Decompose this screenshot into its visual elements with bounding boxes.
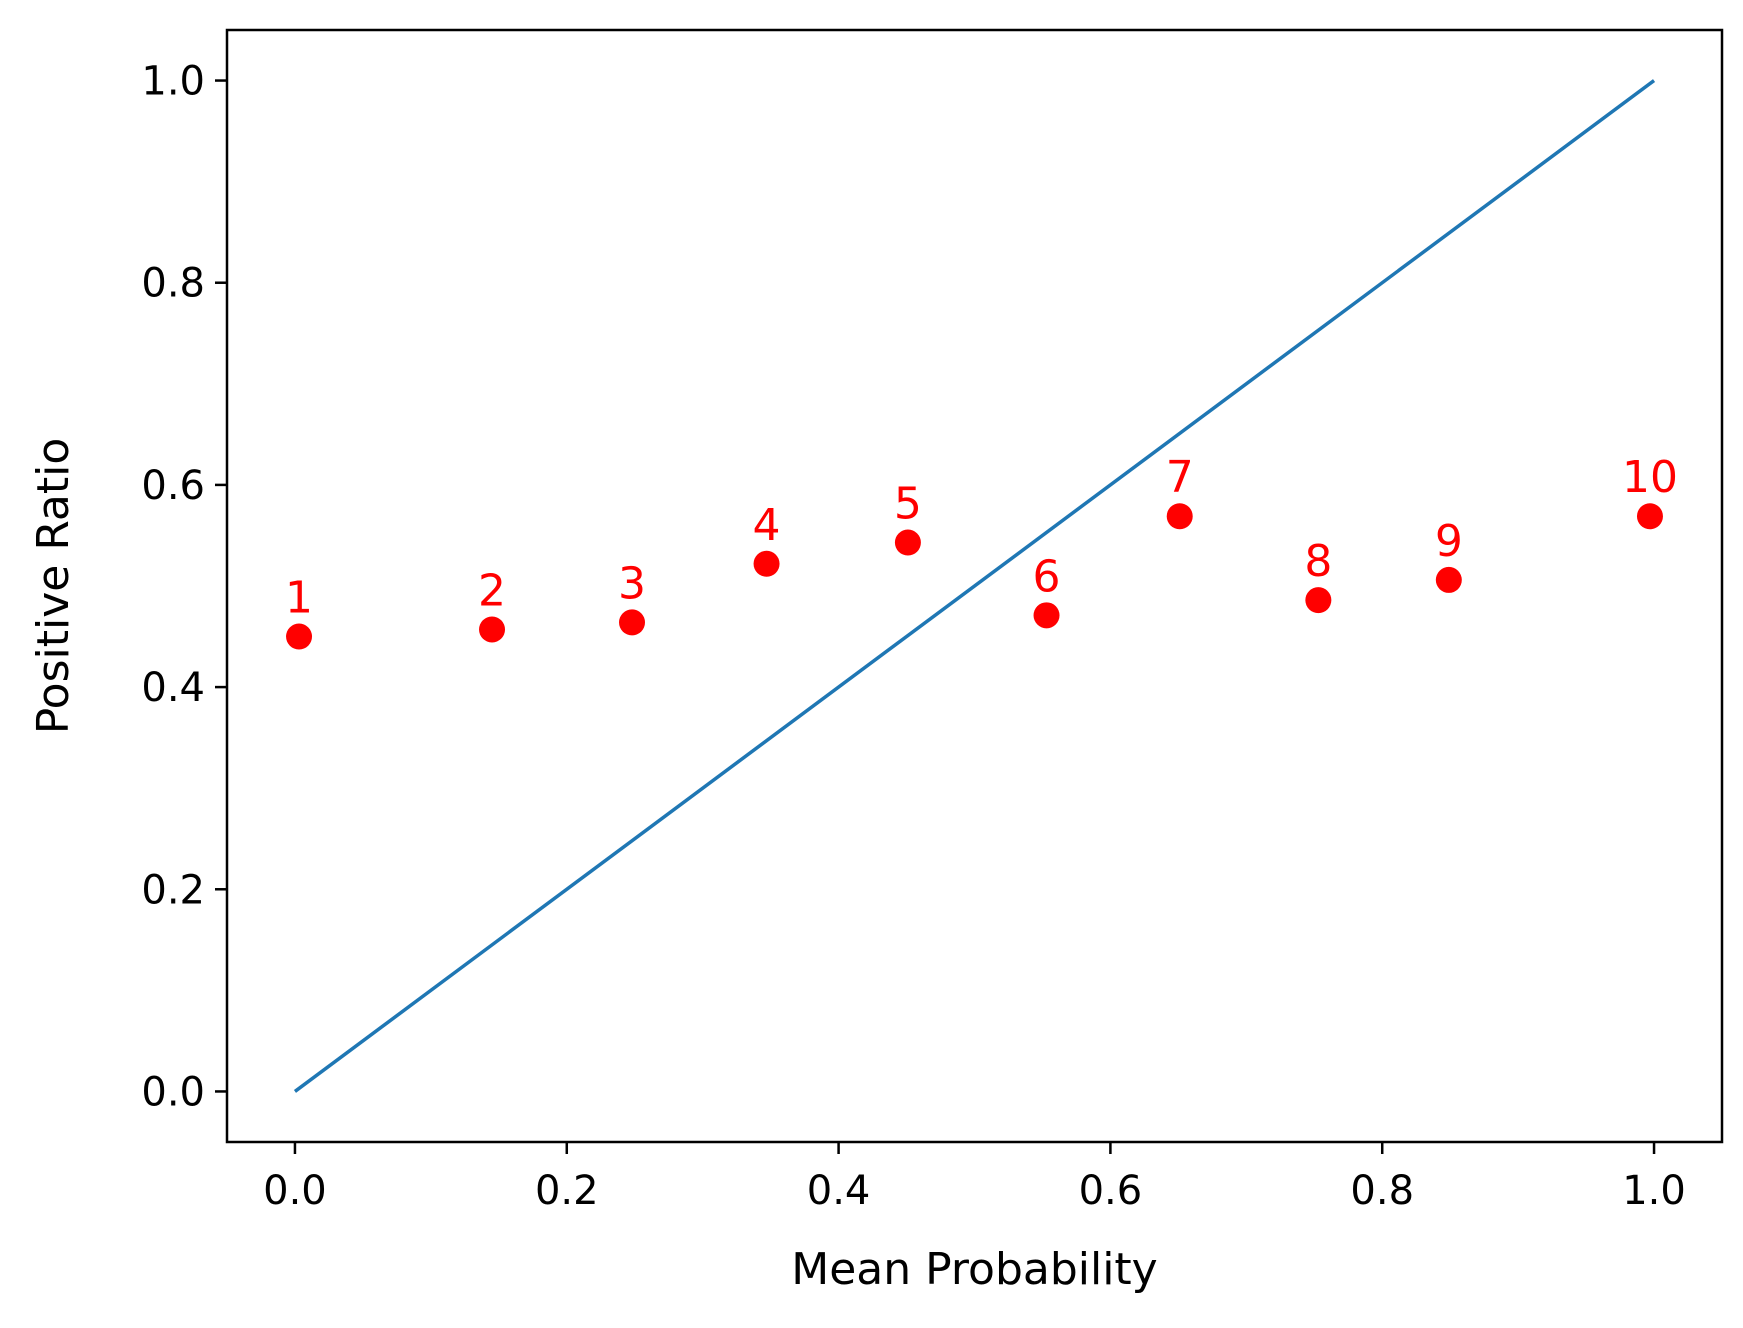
- x-axis-title: Mean Probability: [791, 1244, 1157, 1295]
- data-point-1: [286, 623, 313, 650]
- data-point-3: [619, 609, 646, 636]
- data-point-10: [1636, 503, 1663, 530]
- data-point-label-9: 9: [1435, 516, 1463, 567]
- y-tick-label: 1.0: [141, 59, 205, 105]
- data-point-4: [753, 550, 780, 577]
- x-tick-label: 0.6: [1079, 1168, 1143, 1214]
- data-point-label-4: 4: [753, 500, 781, 551]
- data-point-6: [1033, 602, 1060, 629]
- y-axis-title: Positive Ratio: [28, 438, 79, 735]
- data-point-label-2: 2: [478, 565, 506, 616]
- data-point-label-6: 6: [1033, 551, 1061, 602]
- x-tick-label: 0.4: [807, 1168, 871, 1214]
- y-tick-label: 0.6: [141, 463, 205, 509]
- y-tick-label: 0.0: [141, 1069, 205, 1115]
- data-point-7: [1166, 503, 1193, 530]
- y-tick-label: 0.8: [141, 261, 205, 307]
- x-tick-label: 0.8: [1350, 1168, 1414, 1214]
- axis-ticks: 0.0 0.2 0.4 0.6 0.8 1.0 0.0 0.2 0.4 0.6 0.8 1.0: [141, 59, 1685, 1214]
- data-point-label-3: 3: [618, 558, 646, 609]
- data-point-label-1: 1: [285, 573, 313, 624]
- y-tick-label: 0.4: [141, 665, 205, 711]
- x-tick-label: 0.0: [263, 1168, 327, 1214]
- data-point-label-5: 5: [894, 479, 922, 530]
- data-point-label-10: 10: [1622, 452, 1678, 503]
- x-tick-label: 1.0: [1622, 1168, 1686, 1214]
- plot-area: 1 2 3 4 5 6 7 8 9 10: [285, 79, 1678, 1093]
- reference-line: [293, 79, 1656, 1093]
- data-point-label-8: 8: [1304, 536, 1332, 587]
- y-tick-label: 0.2: [141, 867, 205, 913]
- data-point-label-7: 7: [1166, 452, 1194, 503]
- data-point-8: [1305, 587, 1332, 614]
- data-point-9: [1435, 566, 1462, 593]
- data-point-2: [479, 616, 506, 643]
- data-point-5: [894, 529, 921, 556]
- axes-frame: [225, 28, 1724, 1144]
- x-tick-label: 0.2: [535, 1168, 599, 1214]
